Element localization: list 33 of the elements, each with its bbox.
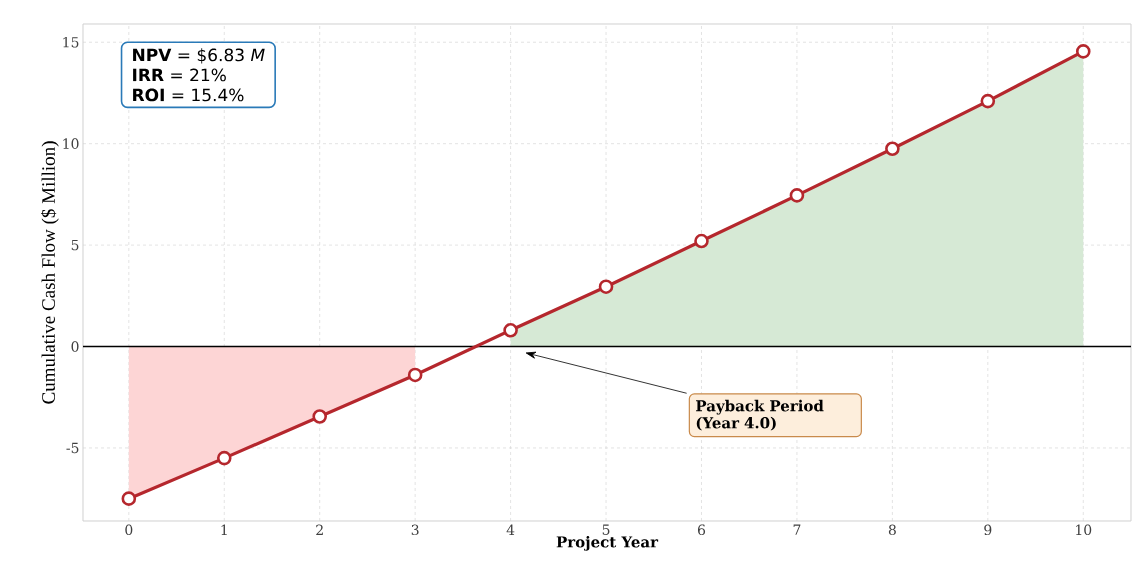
point	[980, 93, 996, 109]
annotation: Payback Period (Year 4.0)	[696, 399, 824, 431]
x-tick-label: 5	[602, 524, 610, 535]
point	[121, 491, 137, 506]
y-tick-label: 15	[63, 36, 79, 48]
point	[694, 233, 709, 249]
point	[503, 323, 518, 338]
x-tick-label: 6	[697, 524, 706, 536]
point	[598, 279, 614, 294]
point	[885, 141, 900, 157]
annotation: IRR = 21%	[133, 68, 226, 82]
y-axis-title: Cumulative Cash Flow ($ Million)	[41, 141, 59, 404]
x-tick-label: 9	[984, 524, 992, 536]
y-tick-label: 10	[63, 138, 79, 149]
x-tick-label: 8	[888, 524, 896, 536]
point	[407, 367, 423, 383]
x-axis-title: Project Year	[556, 535, 659, 551]
point	[1075, 44, 1091, 59]
point	[312, 409, 328, 424]
annotation: ROI = 15.4%	[133, 88, 244, 102]
x-tick-label: 4	[506, 524, 515, 535]
annotation: NPV = $6.83 M	[133, 48, 265, 64]
x-tick-label: 10	[1076, 524, 1092, 536]
x-tick-label: 2	[316, 524, 323, 535]
x-tick-label: 7	[793, 524, 801, 535]
x-tick-label: 1	[221, 524, 227, 535]
point	[789, 188, 805, 203]
y-tick-label: 5	[71, 239, 79, 251]
y-tick-label: -5	[66, 442, 79, 454]
point	[216, 450, 232, 466]
x-tick-label: 3	[411, 524, 419, 536]
y-tick-label: 0	[71, 341, 79, 352]
x-tick-label: 0	[125, 524, 133, 536]
